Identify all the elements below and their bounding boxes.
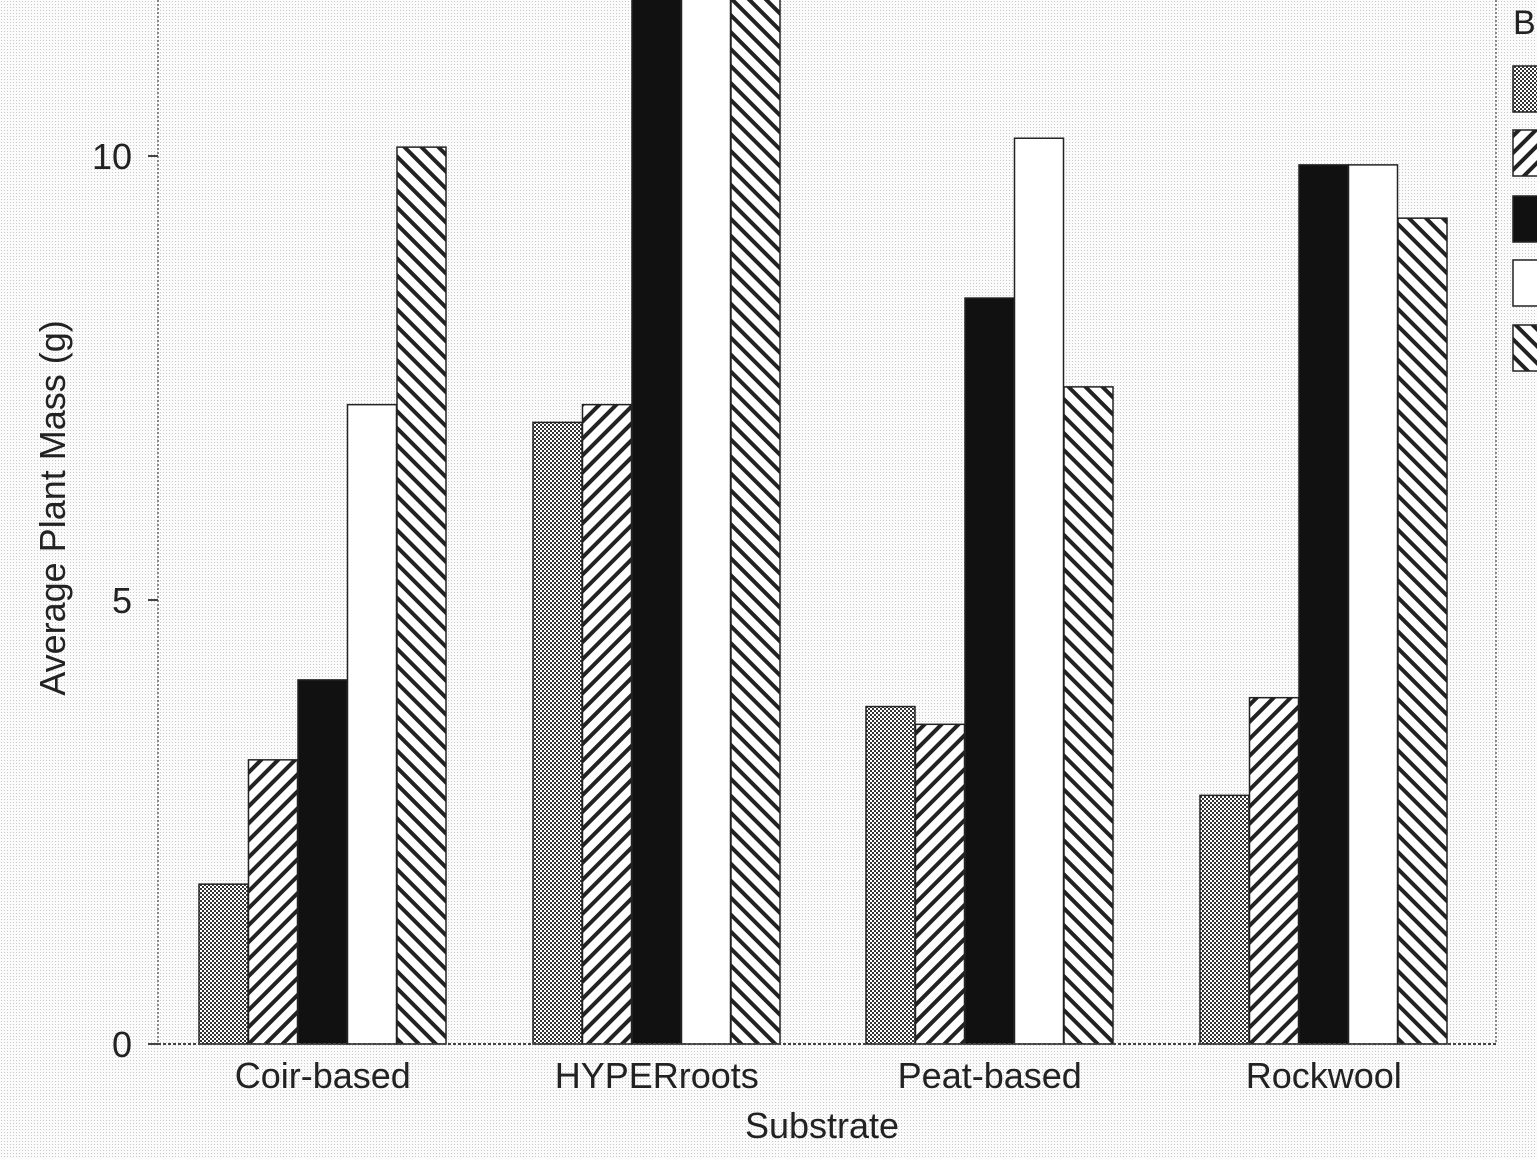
y-axis-ticks: 05101520	[92, 0, 158, 1065]
bar-rockwool-s4	[1349, 165, 1398, 1044]
legend-swatch-s3	[1513, 196, 1537, 242]
bar-peat-based-s1	[866, 707, 915, 1044]
x-tick-label: Peat-based	[898, 1055, 1082, 1096]
bar-peat-based-s5	[1064, 387, 1113, 1044]
x-tick-label: Coir-based	[235, 1055, 411, 1096]
bar-rockwool-s3	[1299, 165, 1348, 1044]
bar-hyperroots-s4	[682, 0, 731, 1044]
bar-rockwool-s2	[1250, 698, 1299, 1044]
bar-rockwool-s1	[1200, 795, 1249, 1044]
bar-coir-based-s1	[199, 884, 248, 1044]
bar-coir-based-s4	[348, 405, 397, 1044]
legend-swatch-s2	[1513, 130, 1537, 176]
bar-coir-based-s2	[249, 760, 298, 1044]
y-tick-label: 10	[92, 136, 132, 177]
bar-rockwool-s5	[1398, 218, 1447, 1044]
legend: B	[1513, 4, 1537, 371]
x-axis-tick-labels: Coir-based HYPERroots Peat-based Rockwool	[235, 1055, 1402, 1096]
bar-peat-based-s2	[916, 724, 965, 1044]
bar-coir-based-s5	[397, 147, 446, 1044]
bar-peat-based-s4	[1015, 138, 1064, 1044]
y-tick-label: 5	[112, 580, 132, 621]
x-axis-title: Substrate	[745, 1105, 899, 1146]
bar-hyperroots-s5	[731, 0, 780, 1044]
bar-hyperroots-s3	[632, 0, 681, 1044]
legend-swatch-s5	[1513, 325, 1537, 371]
y-axis-title: Average Plant Mass (g)	[32, 320, 73, 696]
bar-coir-based-s3	[298, 680, 347, 1044]
legend-swatch-s1	[1513, 66, 1537, 112]
bar-hyperroots-s2	[583, 405, 632, 1044]
y-tick-label: 0	[112, 1024, 132, 1065]
legend-title: B	[1513, 4, 1536, 42]
legend-swatch-s4	[1513, 260, 1537, 306]
bar-hyperroots-s1	[533, 422, 582, 1044]
bars-group	[199, 0, 1447, 1044]
x-tick-label: HYPERroots	[555, 1055, 759, 1096]
bar-peat-based-s3	[965, 298, 1014, 1044]
x-tick-label: Rockwool	[1246, 1055, 1402, 1096]
